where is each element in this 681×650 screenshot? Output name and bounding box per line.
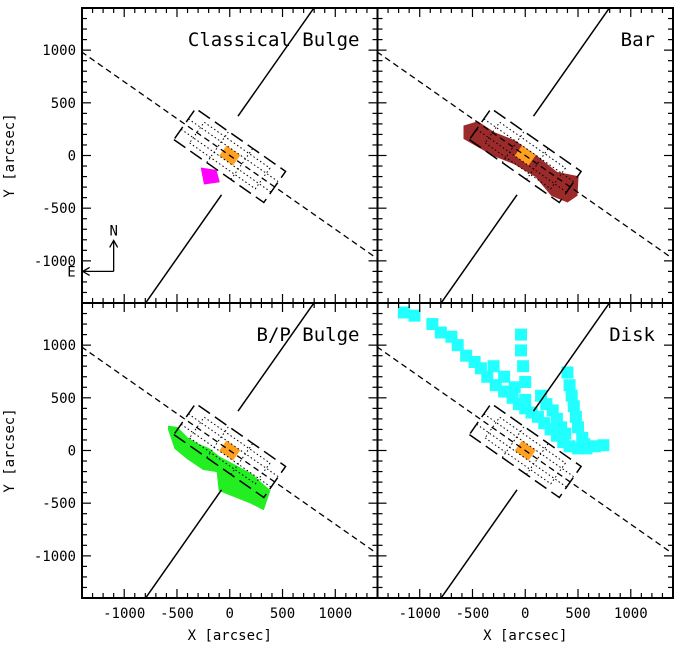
panel-3: -1000 -500 0 500 1000 Y [arcsec] -1000 -500 0 500… (2, 302, 379, 644)
major-axis-line (377, 346, 673, 555)
field-inner-border (484, 416, 567, 485)
data-point (563, 379, 576, 392)
x-axis-label: X [arcsec] (188, 628, 272, 644)
component-region (200, 167, 220, 185)
plot-area (82, 303, 378, 598)
data-point (498, 370, 511, 383)
y-axis-label: Y [arcsec] (2, 113, 18, 197)
major-axis-line (377, 51, 673, 260)
minor-axis-line (440, 194, 518, 303)
data-point (517, 360, 530, 373)
minor-axis-line (144, 194, 223, 303)
field-outer-border (172, 402, 287, 499)
minor-axis-line (440, 489, 518, 598)
y-tick-label: 1000 (42, 338, 76, 354)
minor-axis-line (144, 489, 223, 598)
plot-area (377, 8, 673, 303)
data-point (397, 306, 410, 319)
y-tick-label: 0 (68, 149, 76, 165)
north-arrow-head (109, 239, 119, 248)
y-tick-label: -1000 (34, 254, 76, 270)
y-axis-label: Y [arcsec] (2, 408, 18, 492)
field-divider (180, 128, 272, 193)
y-tick-label: -1000 (34, 549, 76, 565)
x-tick-label: -500 (456, 606, 490, 622)
data-point (515, 328, 528, 341)
data-point (519, 376, 532, 389)
y-tick-label: 500 (51, 391, 76, 407)
panel-4: -1000 -500 0 500 1000 X [arcsec] Disk (376, 302, 674, 644)
y-tick-label: -500 (42, 496, 76, 512)
data-point (515, 344, 528, 357)
minor-axis-line (237, 8, 315, 117)
field-inner-border (484, 121, 567, 190)
plot-area (377, 303, 673, 598)
panel-2: Bar (376, 7, 674, 304)
data-point (561, 366, 574, 379)
panel-title: Bar (621, 29, 655, 51)
x-tick-label: 0 (226, 606, 234, 622)
panel-1: -1000 -500 0 500 1000 Y [arcsec] Classical Bul… (2, 7, 379, 304)
data-point (451, 339, 464, 352)
y-tick-label: 0 (68, 444, 76, 460)
field-outer-border (172, 107, 287, 204)
minor-axis-line (532, 303, 611, 412)
x-tick-label: 1000 (614, 606, 648, 622)
data-point (567, 400, 580, 413)
data-point (559, 427, 572, 440)
minor-axis-line (532, 8, 611, 117)
x-tick-label: 0 (521, 606, 529, 622)
data-point (565, 389, 578, 402)
y-tick-label: -500 (42, 201, 76, 217)
x-axis-label: X [arcsec] (483, 628, 567, 644)
east-arrow-head (81, 266, 90, 276)
data-point (434, 326, 447, 339)
major-axis-line (82, 51, 378, 260)
x-tick-label: -1000 (103, 606, 145, 622)
data-point (408, 309, 421, 322)
data-point (508, 381, 521, 394)
panel-title: Classical Bulge (188, 29, 360, 51)
x-tick-label: -1000 (399, 606, 441, 622)
data-point (519, 393, 532, 406)
data-point (569, 410, 582, 423)
data-point (506, 391, 519, 404)
x-tick-label: 500 (565, 606, 590, 622)
data-point (597, 439, 610, 452)
minor-axis-line (237, 303, 315, 412)
x-tick-label: 1000 (318, 606, 352, 622)
field-outer-border (468, 402, 583, 499)
field-inner-border (188, 416, 271, 485)
major-axis-line (82, 346, 378, 555)
plot-area (82, 8, 378, 303)
y-tick-label: 500 (51, 96, 76, 112)
data-point (578, 438, 591, 451)
component-region (168, 425, 271, 511)
data-point (487, 360, 500, 373)
compass-east-label: E (67, 264, 75, 280)
field-inner-border (188, 121, 271, 190)
component-region (463, 121, 579, 203)
compass-north-label: N (109, 223, 117, 239)
panel-title: Disk (609, 324, 655, 346)
panel-title: B/P Bulge (257, 324, 360, 346)
x-tick-label: 500 (270, 606, 295, 622)
x-tick-label: -500 (160, 606, 194, 622)
data-point (572, 421, 585, 434)
y-tick-label: 1000 (42, 43, 76, 59)
field-outer-border (468, 107, 583, 204)
